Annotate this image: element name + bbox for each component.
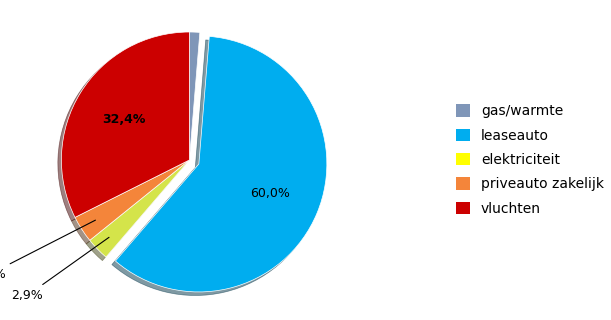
Wedge shape (62, 32, 189, 217)
Wedge shape (90, 160, 189, 257)
Wedge shape (115, 36, 327, 292)
Wedge shape (75, 160, 189, 240)
Legend: gas/warmte, leaseauto, elektriciteit, priveauto zakelijk, vluchten: gas/warmte, leaseauto, elektriciteit, pr… (456, 104, 604, 216)
Wedge shape (189, 32, 200, 160)
Text: 2,9%: 2,9% (12, 237, 109, 302)
Text: 32,4%: 32,4% (103, 113, 146, 126)
Text: 3,4%: 3,4% (0, 220, 95, 281)
Text: 60,0%: 60,0% (250, 187, 290, 200)
